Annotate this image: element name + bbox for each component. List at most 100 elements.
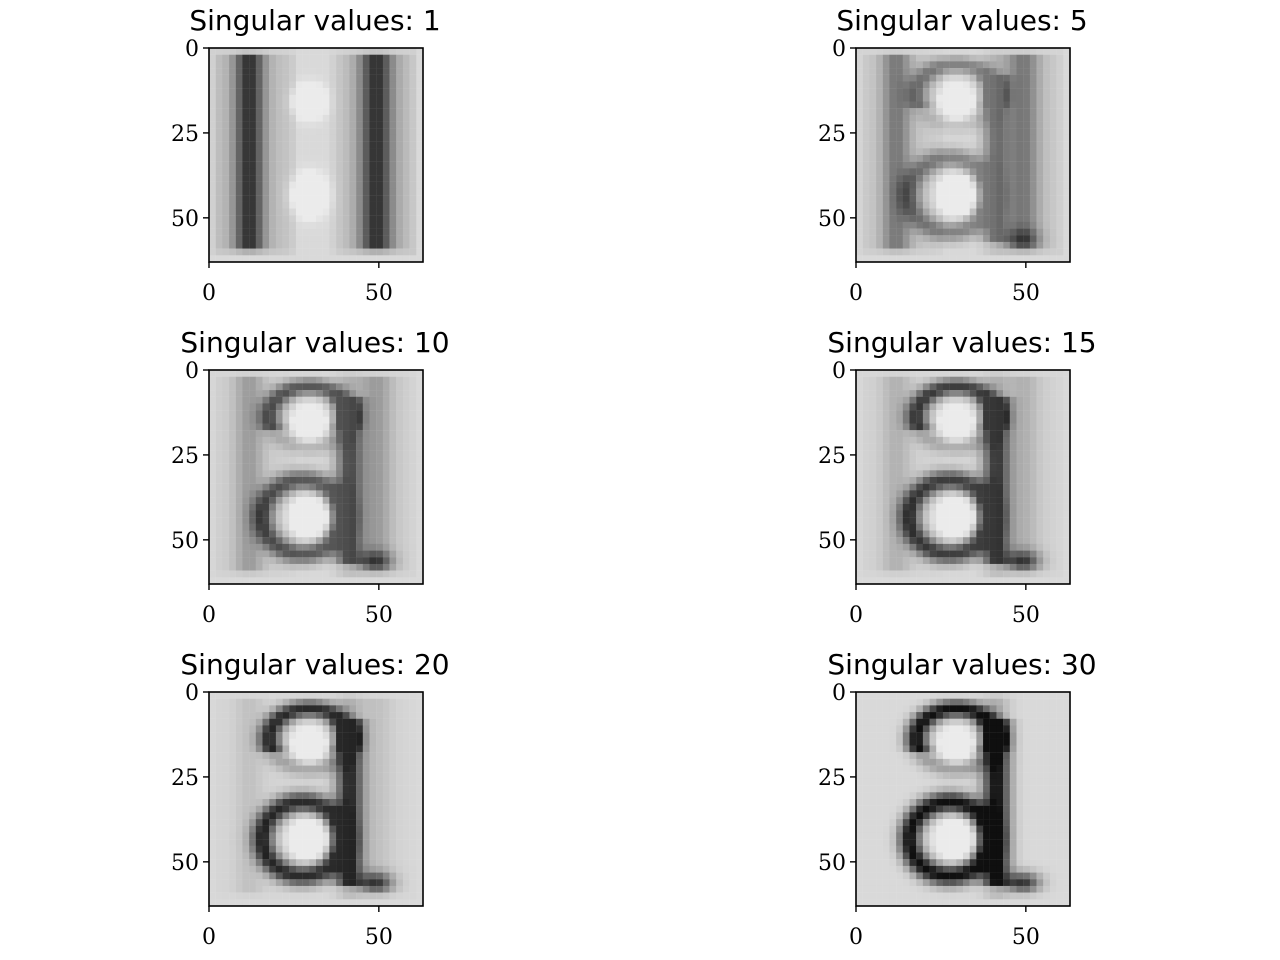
image-pixel [316,785,323,793]
image-pixel [996,396,1004,404]
image-pixel [949,81,957,89]
image-pixel [909,141,917,149]
image-pixel [1029,456,1037,464]
image-pixel [416,510,423,518]
image-pixel [302,134,310,142]
image-pixel [356,121,363,129]
image-pixel [242,410,250,417]
image-pixel [242,812,250,820]
image-pixel [876,497,883,504]
image-pixel [282,181,290,189]
image-pixel [269,799,277,806]
image-pixel [856,410,863,417]
image-pixel [409,376,417,384]
image-pixel [949,188,957,196]
image-pixel [302,765,310,773]
image-pixel [409,228,417,236]
image-pixel [275,161,283,169]
image-pixel [336,745,343,753]
image-pixel [983,195,990,202]
image-pixel [409,812,417,820]
image-pixel [336,61,343,69]
image-pixel [402,698,410,706]
image-pixel [1036,423,1044,431]
image-pixel [896,570,903,578]
image-pixel [275,255,283,262]
image-pixel [249,181,256,189]
image-pixel [302,825,310,833]
image-pixel [889,255,897,262]
image-pixel [316,530,323,538]
image-pixel [989,121,997,129]
image-pixel [222,812,230,820]
image-pixel [1016,517,1024,524]
image-pixel [289,705,297,713]
image-pixel [976,221,984,229]
image-pixel [215,805,223,813]
image-pixel [1003,175,1010,182]
image-pixel [329,195,337,202]
image-pixel [302,390,310,397]
image-pixel [862,221,870,229]
image-pixel [996,88,1004,95]
panel-title: Singular values: 15 [827,326,1096,359]
image-pixel [929,88,937,95]
image-pixel [1003,68,1010,75]
image-pixel [389,443,397,451]
image-pixel [309,543,317,551]
image-pixel [342,235,350,243]
image-pixel [382,792,390,800]
image-pixel [349,497,357,504]
image-pixel [322,88,330,95]
image-pixel [316,248,323,256]
image-pixel [1023,523,1031,531]
image-pixel [369,470,377,478]
image-pixel [275,155,283,162]
image-pixel [369,805,377,813]
image-pixel [963,510,970,518]
image-pixel [235,436,243,444]
image-pixel [983,450,990,458]
image-pixel [896,208,903,216]
image-pixel [215,221,223,229]
image-pixel [916,241,924,249]
image-pixel [396,410,404,417]
image-pixel [209,778,216,786]
image-pixel [936,416,944,424]
image-pixel [255,61,263,69]
image-pixel [215,201,223,209]
image-pixel [1036,483,1044,491]
image-pixel [869,490,877,498]
image-pixel [856,241,863,249]
image-pixel [282,712,290,719]
image-pixel [316,497,323,504]
image-pixel [336,778,343,786]
image-pixel [983,443,990,451]
image-pixel [1029,383,1037,391]
image-pixel [956,557,964,565]
image-pixel [1016,61,1024,69]
image-pixel [396,416,404,424]
image-pixel [1043,430,1051,438]
image-pixel [956,456,964,464]
image-pixel [222,785,230,793]
image-pixel [909,168,917,176]
image-pixel [269,410,277,417]
image-pixel [209,812,216,820]
image-pixel [956,168,964,176]
image-pixel [282,483,290,491]
image-pixel [262,201,270,209]
image-pixel [862,181,870,189]
image-pixel [1049,503,1057,511]
image-pixel [389,799,397,806]
image-pixel [1049,215,1057,223]
image-pixel [876,557,883,565]
image-pixel [983,161,990,169]
image-pixel [249,732,256,739]
image-pixel [1063,450,1070,458]
image-pixel [316,510,323,518]
image-pixel [222,121,230,129]
image-pixel [902,490,910,498]
image-pixel [1049,376,1057,384]
image-pixel [302,483,310,491]
